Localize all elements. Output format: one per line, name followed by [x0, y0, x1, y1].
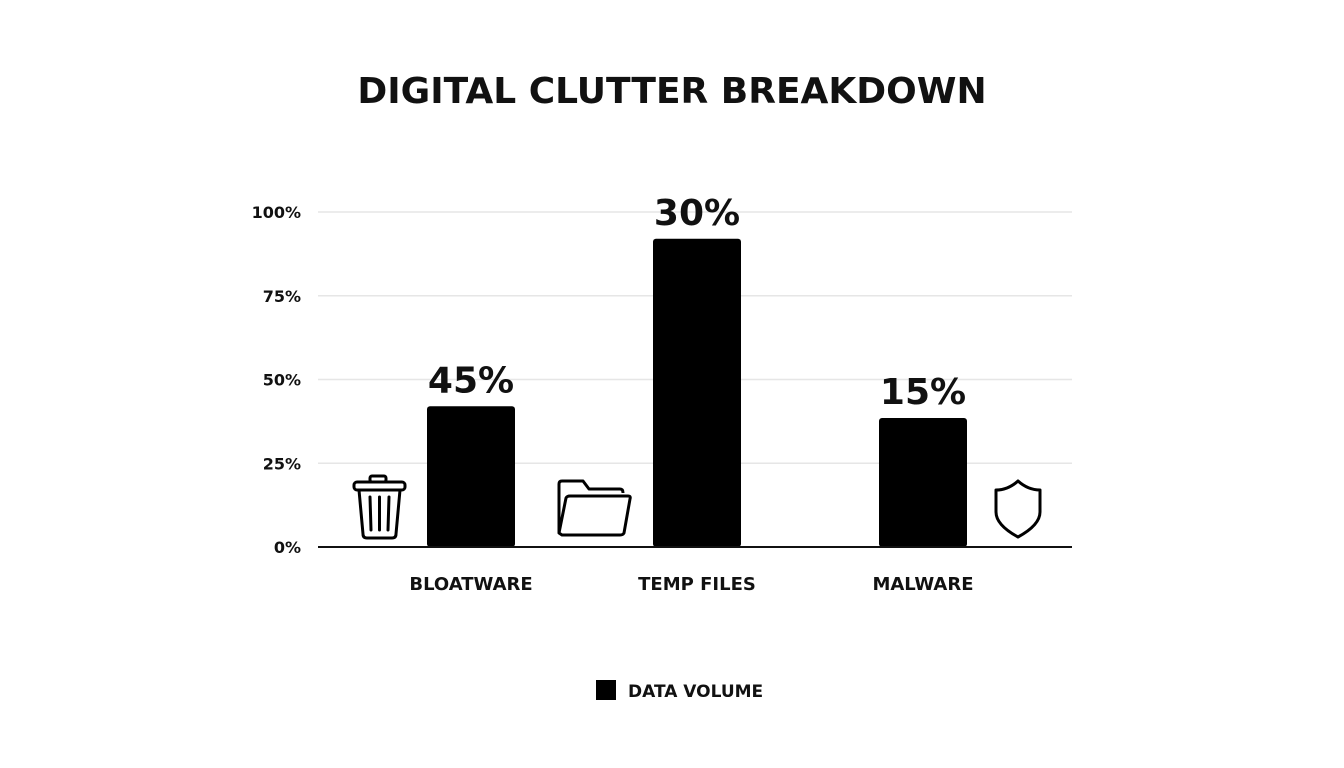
- trash-icon: [352, 474, 407, 540]
- legend-label: DATA VOLUME: [628, 682, 763, 702]
- data-labels: 45% 30% 15%: [428, 193, 966, 413]
- y-tick-label: 75%: [263, 287, 301, 306]
- bar-malware: [879, 418, 967, 547]
- data-label: 15%: [880, 372, 966, 413]
- y-tick-label: 50%: [263, 371, 301, 390]
- chart-title: DIGITAL CLUTTER BREAKDOWN: [357, 71, 986, 112]
- bar-bloatware: [427, 406, 515, 547]
- y-tick-label: 25%: [263, 454, 301, 473]
- legend-swatch: [596, 680, 616, 700]
- data-label: 30%: [654, 193, 740, 234]
- bars: [427, 238, 967, 548]
- bar-temp-files: [653, 238, 741, 548]
- y-axis-ticks: 0% 25% 50% 75% 100%: [252, 203, 301, 557]
- data-label: 45%: [428, 360, 514, 401]
- shield-icon: [994, 479, 1042, 539]
- legend: DATA VOLUME: [596, 680, 763, 702]
- folder-icon: [557, 479, 632, 537]
- x-tick-label: BLOATWARE: [409, 574, 532, 595]
- x-tick-label: MALWARE: [872, 574, 973, 595]
- x-axis-labels: BLOATWARE TEMP FILES MALWARE: [409, 574, 973, 595]
- y-tick-label: 0%: [274, 538, 301, 557]
- y-tick-label: 100%: [252, 203, 301, 222]
- x-tick-label: TEMP FILES: [638, 574, 756, 595]
